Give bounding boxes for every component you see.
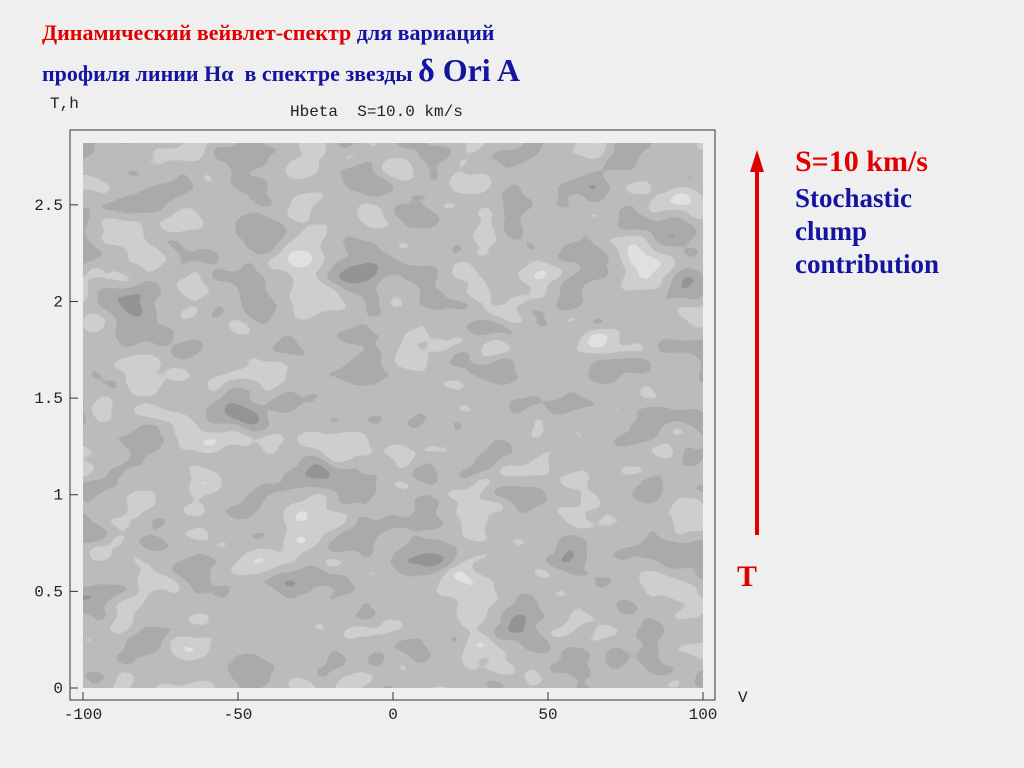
y-tick-label: 2.5 [34,197,63,215]
x-tick-label: 0 [388,706,398,724]
arrow-label: T [737,560,758,593]
y-tick-label: 2 [53,293,63,311]
chart-title: Hbeta S=10.0 km/s [290,103,463,121]
y-tick-label: 1 [53,487,63,505]
x-tick-label: 100 [689,706,718,724]
heading-text: профиля линии Hα [42,61,234,86]
annotation-block: Stochastic clump contribution [795,182,939,281]
annotation-line: Stochastic [795,183,912,213]
heading-text: в спектре звезды [244,61,413,86]
annotation-line: clump [795,216,868,246]
heading-line: Динамический вейвлет-спектр для вариаций [42,20,494,46]
x-tick-label: 50 [538,706,557,724]
y-axis-label: T,h [50,95,79,113]
x-axis-label: V [738,689,748,707]
heading-star: δ Ori A [418,52,521,88]
heading-text: Динамический вейвлет-спектр [42,20,352,45]
x-tick-label: -100 [64,706,102,724]
x-tick-label: -50 [224,706,253,724]
y-tick-label: 0.5 [34,583,63,601]
arrow-head [750,150,764,172]
y-tick-label: 1.5 [34,390,63,408]
contour-field [83,143,703,688]
y-tick-label: 0 [53,680,63,698]
heading-text: для вариаций [356,20,495,45]
heading-line: профиля линии Hα в спектре звезды δ Ori … [42,52,520,89]
annotation-line: contribution [795,249,940,279]
annotation-speed: S=10 km/s [795,145,928,178]
